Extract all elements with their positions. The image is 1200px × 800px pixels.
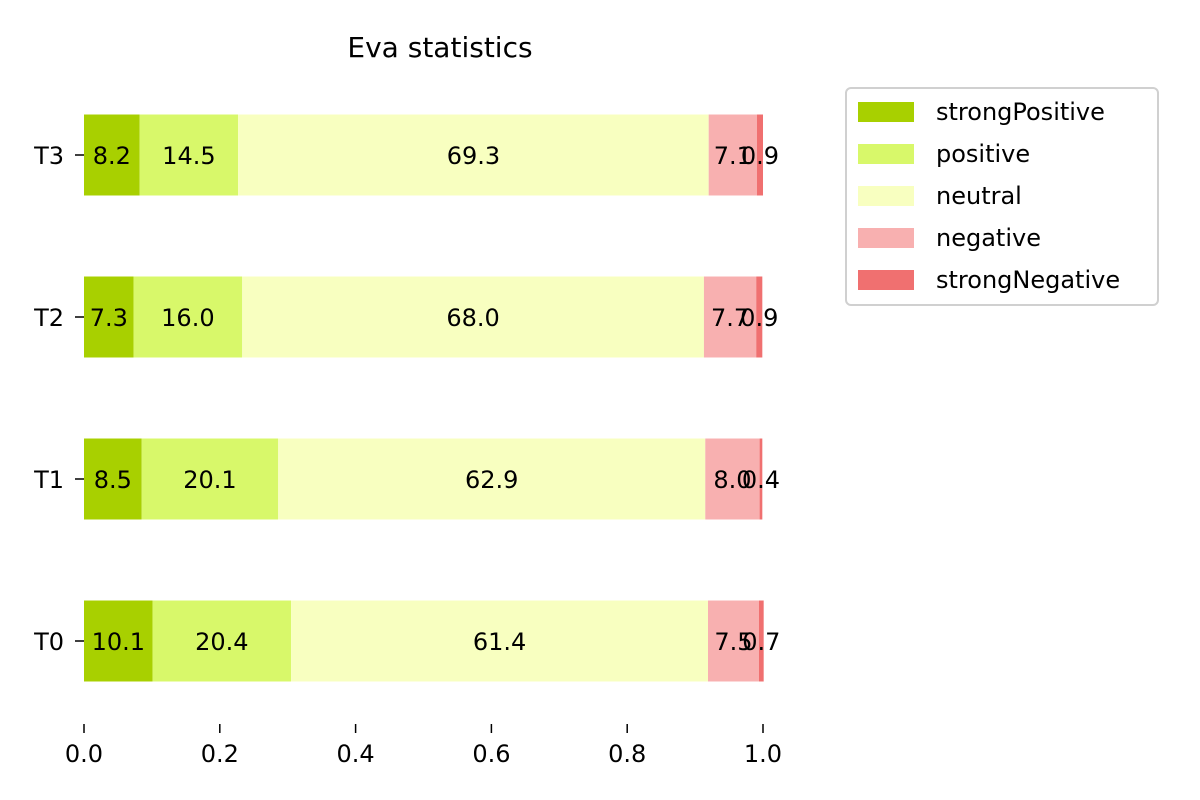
- bar-T1-strongPositive: [84, 438, 142, 520]
- bar-T0-strongNegative: [758, 600, 764, 682]
- y-tick-label-T3: T3: [33, 142, 64, 170]
- x-tick-label-0.6: 0.6: [472, 740, 510, 768]
- bar-T0-strongPositive: [84, 600, 153, 682]
- bar-T3-negative: [708, 114, 757, 196]
- x-axis: 0.0 0.2 0.4 0.6 0.8 1.0: [65, 724, 782, 768]
- data-label-T1-neutral: 62.9: [465, 466, 518, 494]
- data-label-T2-strongNegative: 0.9: [740, 304, 778, 332]
- bar-T3-strongPositive: [84, 114, 140, 196]
- data-label-T1-strongPositive: 8.5: [94, 466, 132, 494]
- bar-T3-positive: [139, 114, 239, 196]
- x-tick-label-0.4: 0.4: [337, 740, 375, 768]
- data-label-T3-strongPositive: 8.2: [93, 142, 131, 170]
- data-label-T1-positive: 20.1: [183, 466, 236, 494]
- data-labels-group: 10.1 20.4 61.4 7.50.7 8.5 20.1 62.9 8.00.4 7.3 16…: [90, 142, 781, 656]
- data-label-T2-positive: 16.0: [161, 304, 214, 332]
- data-label-T2-neutral: 68.0: [446, 304, 499, 332]
- legend-swatch-strongPositive: [858, 102, 914, 122]
- bar-T3-neutral: [238, 114, 709, 196]
- data-label-T0-neutral: 61.4: [473, 628, 526, 656]
- data-label-T1-strongNegative: 0.4: [742, 466, 780, 494]
- bar-T3-strongNegative: [756, 114, 763, 196]
- bar-T1-strongNegative: [759, 438, 763, 520]
- legend-frame: [845, 87, 1159, 306]
- legend-label-strongNegative: strongNegative: [936, 266, 1120, 294]
- data-label-T3-negative: 7.1: [714, 142, 752, 170]
- bars-group: [84, 114, 764, 682]
- data-label-T1-negative: 8.0: [713, 466, 751, 494]
- data-label-T0-strongNegative: 0.7: [742, 628, 780, 656]
- y-tick-label-T1: T1: [33, 466, 64, 494]
- bar-T1-neutral: [278, 438, 706, 520]
- data-label-T0-negative: 7.5: [714, 628, 752, 656]
- bar-T2-positive: [133, 276, 243, 358]
- legend-label-negative: negative: [936, 224, 1041, 252]
- bar-T2-strongPositive: [84, 276, 134, 358]
- legend-swatch-strongNegative: [858, 270, 914, 290]
- data-label-T3-neutral: 69.3: [447, 142, 500, 170]
- bar-T0-positive: [152, 600, 292, 682]
- x-tick-label-0.2: 0.2: [201, 740, 239, 768]
- legend-label-positive: positive: [936, 140, 1030, 168]
- legend: strongPositive positive neutral negative str…: [845, 87, 1159, 306]
- y-tick-label-T0: T0: [33, 628, 64, 656]
- chart-title: Eva statistics: [347, 31, 532, 64]
- bar-T1-positive: [141, 438, 279, 520]
- y-axis: T0 T1 T2 T3: [33, 142, 84, 656]
- data-label-T0-positive: 20.4: [195, 628, 248, 656]
- legend-label-neutral: neutral: [936, 182, 1022, 210]
- y-tick-label-T2: T2: [33, 304, 64, 332]
- legend-label-strongPositive: strongPositive: [936, 98, 1105, 126]
- legend-swatch-negative: [858, 228, 914, 248]
- bar-T1-negative: [705, 438, 760, 520]
- bar-T0-neutral: [291, 600, 709, 682]
- data-label-T0-strongPositive: 10.1: [92, 628, 145, 656]
- x-tick-label-0.0: 0.0: [65, 740, 103, 768]
- data-label-T2-strongPositive: 7.3: [90, 304, 128, 332]
- bar-T0-negative: [708, 600, 759, 682]
- bar-T2-negative: [703, 276, 757, 358]
- data-label-T3-strongNegative: 0.9: [741, 142, 779, 170]
- bar-T2-strongNegative: [756, 276, 763, 358]
- data-label-T2-negative: 7.7: [711, 304, 749, 332]
- legend-swatch-neutral: [858, 186, 914, 206]
- data-label-T3-positive: 14.5: [162, 142, 215, 170]
- legend-swatch-positive: [858, 144, 914, 164]
- x-tick-label-1.0: 1.0: [744, 740, 782, 768]
- bar-T2-neutral: [242, 276, 704, 358]
- x-tick-label-0.8: 0.8: [608, 740, 646, 768]
